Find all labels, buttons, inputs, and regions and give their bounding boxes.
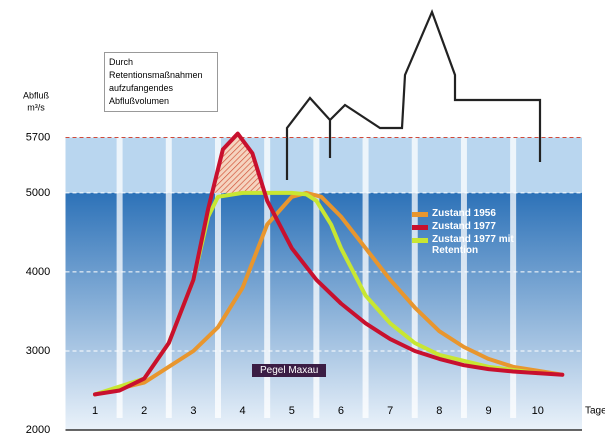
day-stripe (510, 137, 517, 418)
series-line (93, 190, 565, 397)
legend-entry: Zustand 1977 mit Retention (412, 234, 537, 256)
x-tick-label: 2 (141, 405, 147, 417)
legend-swatch (412, 225, 428, 230)
series-line (93, 131, 565, 397)
annotation: Durch Retentionsmaßnahmen aufzufangendes… (104, 52, 218, 112)
day-stripe (362, 137, 369, 418)
legend-label: Zustand 1977 (432, 221, 496, 232)
gauge-label: Pegel Maxau (252, 364, 327, 377)
legend-entry: Zustand 1977 (412, 221, 537, 232)
y-axis-unit: m³/s (27, 102, 45, 112)
x-tick-label: 8 (436, 405, 442, 417)
x-tick-label: 9 (485, 405, 491, 417)
x-tick-label: 10 (532, 405, 544, 417)
church-outline (285, 9, 542, 180)
y-tick-label: 5000 (26, 187, 50, 199)
day-stripe (165, 137, 172, 418)
x-tick-label: 5 (289, 405, 295, 417)
legend-entry: Zustand 1956 (412, 208, 537, 219)
y-tick-label: 3000 (26, 345, 50, 357)
x-tick-label: 1 (92, 405, 98, 417)
y-tick-label: 5700 (26, 131, 50, 143)
x-tick-label: 4 (240, 405, 246, 417)
day-stripe (214, 137, 221, 418)
legend-swatch (412, 238, 428, 243)
legend-swatch (412, 212, 428, 217)
legend-label: Zustand 1977 mit Retention (432, 234, 514, 256)
y-tick-label: 2000 (26, 424, 50, 436)
day-stripe (264, 137, 271, 418)
x-tick-label: 3 (190, 405, 196, 417)
y-tick-label: 4000 (26, 266, 50, 278)
day-stripe (411, 137, 418, 418)
legend: Zustand 1956 Zustand 1977 Zustand 1977 mit… (412, 208, 537, 258)
day-stripe (116, 137, 123, 418)
legend-label: Zustand 1956 (432, 208, 496, 219)
x-tick-label: 7 (387, 405, 393, 417)
y-axis-label: Abfluß (23, 90, 50, 100)
day-stripe (460, 137, 467, 418)
x-tick-label: 6 (338, 405, 344, 417)
x-axis-label: Tage (585, 406, 605, 417)
lower-band (65, 192, 582, 430)
upper-band (65, 137, 582, 193)
